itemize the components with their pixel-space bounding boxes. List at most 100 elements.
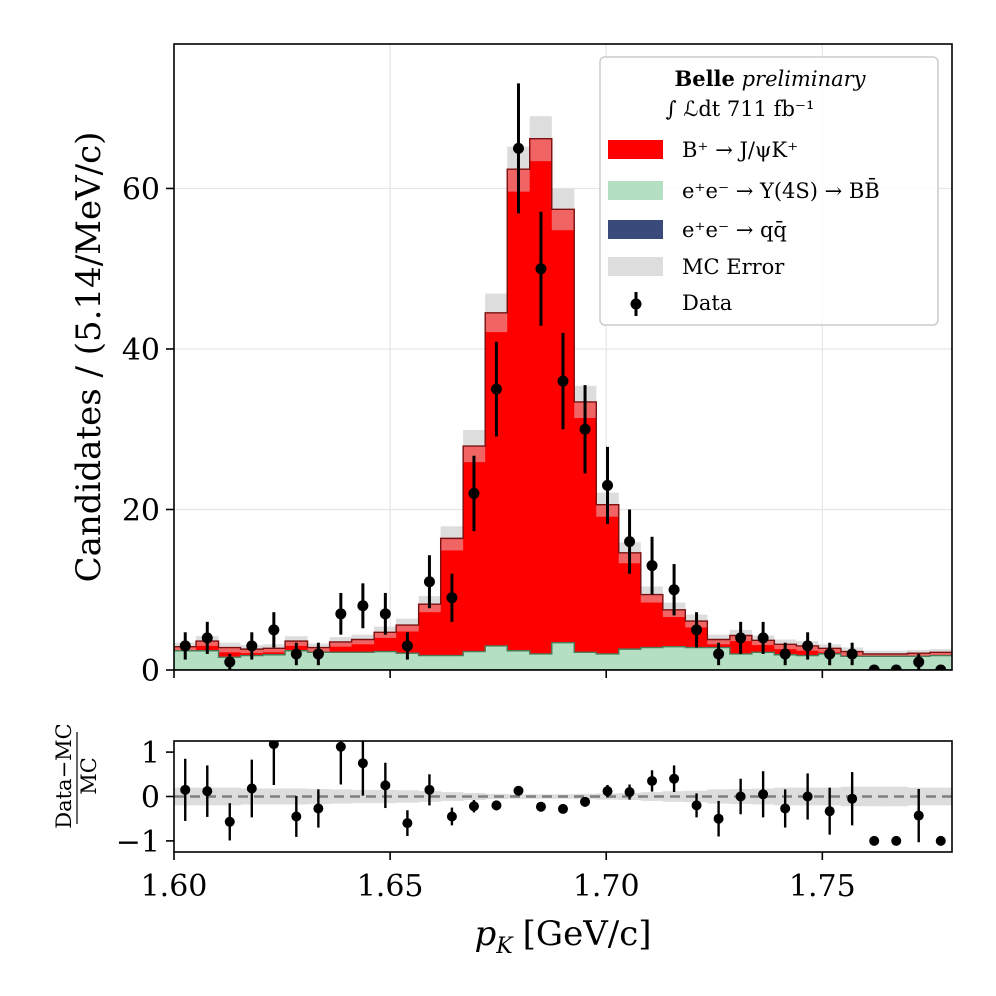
ratio-point (824, 806, 835, 817)
x-axis-label-sub: K (495, 934, 514, 959)
hist-bar-series-1 (351, 652, 375, 670)
hist-bar-series-1 (662, 646, 686, 670)
hist-bar-series-2 (329, 641, 353, 653)
x-axis-label-p: p (474, 914, 496, 954)
ratio-point (647, 775, 658, 786)
ratio-point (935, 835, 946, 846)
legend-title: Belle preliminary (674, 66, 866, 91)
main-ytick-label: 0 (141, 654, 160, 689)
hist-bar-series-1 (374, 651, 397, 670)
ratio-plot-area (174, 741, 952, 846)
ratio-point (224, 816, 235, 827)
hist-bar-series-2 (618, 552, 642, 650)
hist-bar-series-1 (463, 651, 486, 670)
data-point (535, 263, 547, 275)
hist-bar-series-1 (929, 655, 952, 670)
legend-swatch-qqbar (608, 220, 663, 239)
ratio-ytick-label: 0 (141, 781, 160, 816)
legend-data-marker (630, 298, 642, 310)
data-point (401, 640, 413, 652)
legend-swatch-mc-error (608, 257, 663, 276)
legend-label-signal: B⁺ → J/ψK⁺ (682, 138, 798, 162)
hist-bar-series-2 (374, 632, 397, 652)
ratio-uncertainty-band (529, 794, 553, 799)
data-point (802, 640, 814, 652)
hist-bar-series-2 (574, 401, 597, 653)
data-point (379, 608, 391, 620)
ratio-point (491, 800, 502, 811)
ratio-point (624, 787, 635, 798)
legend-frame (599, 56, 939, 326)
hist-bar-series-1 (751, 652, 775, 670)
hist-bar-series-1 (440, 655, 464, 670)
ratio-point (735, 791, 746, 802)
legend-swatch-signal (608, 140, 663, 159)
data-point (868, 664, 880, 670)
data-point (290, 648, 302, 660)
data-point (512, 142, 524, 154)
hist-bar-series-1 (485, 645, 508, 670)
ratio-point (380, 780, 391, 791)
legend-label-qqbar: e⁺e⁻ → qq̄ (682, 218, 787, 242)
ratio-axes-frame (173, 740, 953, 853)
data-point (913, 656, 925, 668)
data-point (268, 624, 280, 636)
ratio-point (202, 786, 213, 797)
ratio-point (513, 785, 524, 796)
ratio-point (357, 758, 368, 769)
hist-bar-series-1 (240, 655, 264, 670)
ratio-point (602, 786, 613, 797)
data-point (668, 584, 680, 596)
hist-bar-series-2 (885, 653, 908, 657)
main-axes-frame (173, 43, 953, 671)
ratio-point (558, 803, 568, 814)
ratio-point (313, 803, 324, 814)
ratio-point (446, 811, 457, 822)
ratio-y-axis: −1 0 1 (116, 736, 174, 860)
hist-bar-series-2 (929, 652, 952, 656)
hist-bar-series-1 (329, 652, 353, 670)
ratio-point (891, 835, 902, 846)
data-point (357, 600, 369, 612)
legend-title-belle: Belle (674, 66, 734, 91)
hist-bar-series-1 (174, 650, 197, 670)
hist-bar-series-1 (885, 656, 908, 670)
data-point (179, 640, 191, 652)
ratio-uncertainty-band (351, 789, 375, 804)
hist-bar-series-1 (640, 647, 664, 670)
data-point (713, 648, 725, 660)
ratio-point (691, 800, 702, 811)
ratio-point (580, 796, 591, 807)
main-ytick-label: 40 (122, 333, 160, 368)
hist-bar-series-2 (507, 169, 531, 651)
data-point (691, 624, 703, 636)
main-ytick-label: 20 (122, 493, 160, 528)
ratio-point (268, 741, 279, 750)
legend-label-bbbar: e⁺e⁻ → Υ(4S) → BB̄ (682, 178, 880, 203)
ratio-ytick-label: 1 (141, 736, 160, 771)
main-panel: 0 20 40 60 Candidates / (5.14/MeV/c) (69, 43, 953, 689)
main-histogram-area (174, 83, 952, 670)
ratio-ylabel-numerator: Data−MC (52, 723, 76, 828)
legend-label-data: Data (682, 291, 732, 315)
hist-bar-series-2 (640, 594, 664, 648)
data-point (735, 632, 747, 644)
x-axis-label: pK [GeV/c] (474, 914, 651, 959)
ratio-point (847, 793, 858, 804)
hist-bar-series-1 (729, 653, 753, 670)
data-point (779, 648, 791, 660)
data-point (557, 375, 569, 387)
hist-bar-series-2 (218, 647, 241, 658)
ratio-point (713, 813, 724, 824)
ratio-uncertainty-band (574, 793, 597, 800)
hist-bar-series-1 (263, 654, 286, 670)
hist-bar-series-1 (796, 655, 819, 670)
legend: Belle preliminary ∫ ℒdt 711 fb⁻¹ B⁺ → J/… (599, 56, 939, 326)
ratio-xtick-label: 1.65 (357, 869, 424, 904)
ratio-point (669, 773, 680, 784)
main-x-ticks (173, 670, 824, 678)
ratio-point (468, 801, 479, 812)
legend-label-mc-error: MC Error (682, 255, 785, 279)
data-point (335, 608, 347, 620)
legend-swatch-bbbar (608, 181, 663, 200)
